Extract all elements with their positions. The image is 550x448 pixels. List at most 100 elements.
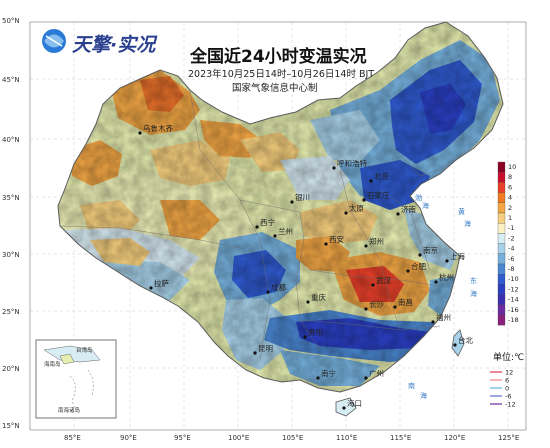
city-label: 合肥 bbox=[411, 261, 426, 271]
city-marker bbox=[303, 335, 307, 339]
colorbar-label: -18 bbox=[508, 316, 519, 324]
city-marker bbox=[406, 269, 410, 273]
colorbar-label: 8 bbox=[508, 173, 512, 181]
contour-legend-label: -12 bbox=[505, 401, 516, 409]
city-label: 南京 bbox=[423, 245, 438, 255]
city-marker bbox=[362, 198, 366, 202]
city-marker bbox=[316, 376, 320, 380]
sea-label: 海 bbox=[464, 219, 471, 228]
city-marker bbox=[396, 212, 400, 216]
colorbar-label: -14 bbox=[508, 296, 519, 304]
city-label: 广州 bbox=[369, 368, 384, 378]
colorbar-swatch bbox=[497, 314, 506, 326]
longitude-label: 110°E bbox=[336, 434, 357, 442]
city-label: 北京 bbox=[374, 171, 389, 181]
city-label: 福州 bbox=[436, 313, 451, 322]
colorbar-swatch bbox=[497, 253, 506, 265]
colorbar-swatch bbox=[497, 274, 506, 285]
brand-name: 天擎·实况 bbox=[72, 34, 156, 56]
longitude-label: 90°E bbox=[120, 434, 137, 442]
sea-label: 渤 bbox=[415, 193, 422, 202]
city-marker bbox=[445, 259, 449, 263]
colorbar-swatch bbox=[497, 161, 506, 173]
city-label: 呼和浩特 bbox=[337, 158, 367, 168]
colorbar-swatch bbox=[497, 243, 506, 254]
latitude-label: 20°N bbox=[2, 365, 20, 373]
city-marker bbox=[273, 234, 277, 238]
sea-label: 南 bbox=[408, 381, 415, 390]
hainan-island bbox=[335, 397, 357, 417]
longitude-label: 115°E bbox=[390, 434, 411, 442]
city-label: 上海 bbox=[450, 251, 465, 261]
colorbar-label: 1 bbox=[508, 214, 512, 222]
longitude-label: 125°E bbox=[498, 434, 519, 442]
latitude-label: 45°N bbox=[2, 76, 20, 84]
city-label: 银川 bbox=[295, 193, 310, 202]
sea-label: 黄 bbox=[458, 207, 465, 216]
city-label: 西安 bbox=[329, 234, 344, 244]
map-frame bbox=[29, 21, 527, 431]
colorbar-label: -4 bbox=[508, 245, 514, 253]
colorbar-swatch bbox=[497, 263, 506, 275]
longitude-labels: 85°E 90°E 95°E 100°E 105°E 110°E 115°E 120°E 125… bbox=[64, 434, 519, 442]
city-marker bbox=[418, 253, 422, 257]
colorbar-label: 10 bbox=[508, 163, 516, 171]
city-marker bbox=[371, 283, 375, 287]
colorbar-swatch bbox=[497, 212, 506, 224]
inset-label: 海南岛 bbox=[44, 360, 61, 368]
latitude-labels: 50°N 45°N 40°N 35°N 30°N 25°N 20°N 15°N bbox=[2, 17, 20, 430]
colorbar-label: -6 bbox=[508, 255, 514, 263]
city-label: 石家庄 bbox=[367, 190, 390, 200]
colorbar-label: -10 bbox=[508, 275, 519, 283]
city-label: 济南 bbox=[401, 204, 416, 214]
city-marker bbox=[290, 200, 294, 204]
city-marker bbox=[344, 211, 348, 215]
map-title: 全国近24小时变温实况 bbox=[190, 47, 367, 67]
colorbar-label: 4 bbox=[508, 194, 512, 202]
colorbar-swatch bbox=[497, 202, 506, 214]
longitude-label: 95°E bbox=[174, 434, 191, 442]
contour-legend-label: 6 bbox=[505, 377, 509, 385]
city-marker bbox=[369, 179, 373, 183]
colorbar-label: 2 bbox=[508, 204, 512, 212]
inset-label: 南海诸岛 bbox=[58, 406, 81, 414]
sea-label: 海 bbox=[470, 289, 477, 298]
city-label: 台北 bbox=[458, 335, 473, 345]
latitude-label: 35°N bbox=[2, 194, 20, 202]
city-label: 海口 bbox=[347, 398, 362, 408]
city-label: 长沙 bbox=[369, 299, 384, 309]
city-label: 成都 bbox=[271, 282, 286, 292]
city-marker bbox=[364, 307, 368, 311]
city-marker bbox=[342, 406, 346, 410]
contour-legend-label: 12 bbox=[505, 369, 513, 377]
city-label: 南宁 bbox=[321, 368, 336, 378]
city-label: 武汉 bbox=[376, 275, 391, 285]
taiwan-island bbox=[451, 329, 465, 357]
colorbar-swatch bbox=[497, 233, 506, 244]
city-marker bbox=[431, 320, 435, 324]
sea-label: 海 bbox=[420, 391, 427, 400]
city-marker bbox=[332, 166, 336, 170]
city-marker bbox=[306, 300, 310, 304]
city-marker bbox=[364, 244, 368, 248]
city-marker bbox=[266, 290, 270, 294]
city-label: 贵阳 bbox=[308, 327, 323, 337]
colorbar-label: -12 bbox=[508, 285, 519, 293]
city-marker bbox=[149, 286, 153, 290]
colorbar-label: -2 bbox=[508, 234, 514, 242]
colorbar-label: -8 bbox=[508, 265, 514, 273]
inset-labels: 南海诸岛 海南岛 台湾岛 bbox=[44, 346, 93, 414]
city-marker bbox=[324, 242, 328, 246]
longitude-label: 120°E bbox=[444, 434, 465, 442]
map-source: 国家气象信息中心制 bbox=[232, 83, 318, 94]
city-marker bbox=[393, 305, 397, 309]
contour-legend-label: -6 bbox=[505, 393, 511, 401]
city-label: 重庆 bbox=[311, 292, 326, 302]
longitude-label: 85°E bbox=[64, 434, 81, 442]
colorbar-swatch bbox=[497, 304, 506, 316]
inset-label: 台湾岛 bbox=[76, 346, 93, 354]
city-label: 郑州 bbox=[369, 236, 384, 246]
colorbar-swatch bbox=[497, 294, 506, 305]
latitude-label: 50°N bbox=[2, 17, 20, 25]
